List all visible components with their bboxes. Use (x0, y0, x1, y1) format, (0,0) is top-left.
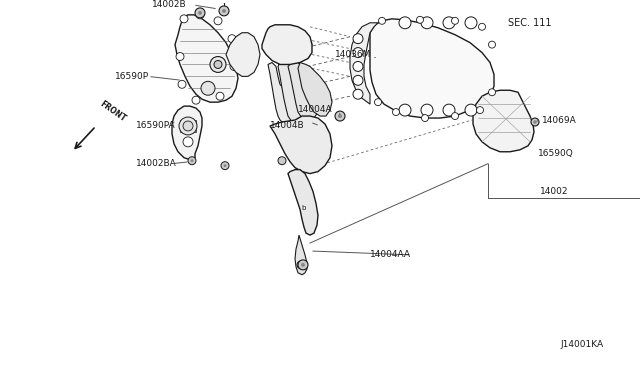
Circle shape (178, 80, 186, 88)
Circle shape (443, 17, 455, 29)
Circle shape (353, 61, 363, 71)
Circle shape (278, 58, 286, 67)
Circle shape (214, 61, 222, 68)
Text: b: b (302, 205, 306, 211)
Circle shape (422, 115, 429, 122)
Circle shape (288, 29, 296, 37)
Text: SEC. 111: SEC. 111 (508, 18, 552, 28)
Circle shape (221, 162, 229, 170)
Circle shape (219, 6, 229, 16)
Text: 14004A: 14004A (298, 105, 333, 113)
Circle shape (353, 89, 363, 99)
Circle shape (374, 99, 381, 106)
Circle shape (451, 17, 458, 24)
Text: 16590P: 16590P (115, 72, 149, 81)
Circle shape (292, 57, 300, 64)
Circle shape (179, 117, 197, 135)
Text: 14002BA: 14002BA (136, 159, 177, 168)
Polygon shape (298, 62, 332, 116)
Circle shape (176, 52, 184, 61)
Circle shape (353, 34, 363, 44)
Polygon shape (288, 62, 318, 120)
Polygon shape (473, 90, 534, 152)
Circle shape (488, 41, 495, 48)
Circle shape (198, 11, 202, 15)
Circle shape (465, 17, 477, 29)
Text: 14002B: 14002B (152, 0, 187, 9)
Circle shape (278, 29, 286, 37)
Circle shape (297, 261, 305, 269)
Circle shape (399, 104, 411, 116)
Circle shape (399, 17, 411, 29)
Circle shape (421, 17, 433, 29)
Circle shape (451, 113, 458, 119)
Polygon shape (175, 15, 238, 102)
Circle shape (180, 15, 188, 23)
Circle shape (183, 137, 193, 147)
Circle shape (210, 57, 226, 73)
Polygon shape (172, 106, 202, 160)
Circle shape (353, 48, 363, 58)
Polygon shape (288, 170, 318, 235)
Circle shape (378, 17, 385, 24)
Circle shape (421, 104, 433, 116)
Polygon shape (370, 19, 494, 118)
Text: 16590PA: 16590PA (136, 122, 175, 131)
Circle shape (192, 96, 200, 104)
Circle shape (488, 89, 495, 96)
Text: 14004AA: 14004AA (370, 250, 411, 259)
Text: J14001KA: J14001KA (560, 340, 603, 349)
Polygon shape (270, 116, 332, 174)
Circle shape (298, 33, 306, 41)
Polygon shape (262, 25, 312, 64)
Circle shape (338, 114, 342, 118)
Text: 14004B: 14004B (270, 122, 305, 131)
Circle shape (479, 23, 486, 30)
Circle shape (531, 118, 539, 126)
Polygon shape (226, 33, 260, 76)
Circle shape (392, 109, 399, 116)
Text: 14002: 14002 (540, 187, 568, 196)
Circle shape (201, 81, 215, 95)
Circle shape (196, 11, 204, 19)
Text: 14036M: 14036M (335, 50, 371, 59)
Circle shape (222, 9, 226, 13)
Polygon shape (295, 235, 307, 275)
Circle shape (302, 51, 310, 58)
Circle shape (216, 92, 224, 100)
Circle shape (335, 111, 345, 121)
Text: 14069A: 14069A (542, 116, 577, 125)
Circle shape (278, 157, 286, 165)
Circle shape (465, 104, 477, 116)
Circle shape (183, 121, 193, 131)
Polygon shape (278, 62, 308, 124)
Circle shape (268, 31, 276, 39)
Circle shape (477, 107, 483, 113)
Circle shape (214, 17, 222, 25)
Text: 16590Q: 16590Q (538, 149, 573, 158)
Polygon shape (268, 62, 298, 126)
Circle shape (195, 8, 205, 18)
Text: FRONT: FRONT (98, 100, 127, 124)
Circle shape (301, 263, 305, 267)
Circle shape (353, 76, 363, 85)
Circle shape (417, 16, 424, 23)
Circle shape (304, 41, 312, 49)
Circle shape (298, 260, 308, 270)
Circle shape (443, 104, 455, 116)
Circle shape (191, 159, 193, 162)
Circle shape (228, 35, 236, 43)
Circle shape (533, 120, 537, 124)
Circle shape (188, 157, 196, 165)
Polygon shape (350, 23, 378, 104)
Circle shape (223, 164, 227, 167)
Circle shape (230, 62, 238, 70)
